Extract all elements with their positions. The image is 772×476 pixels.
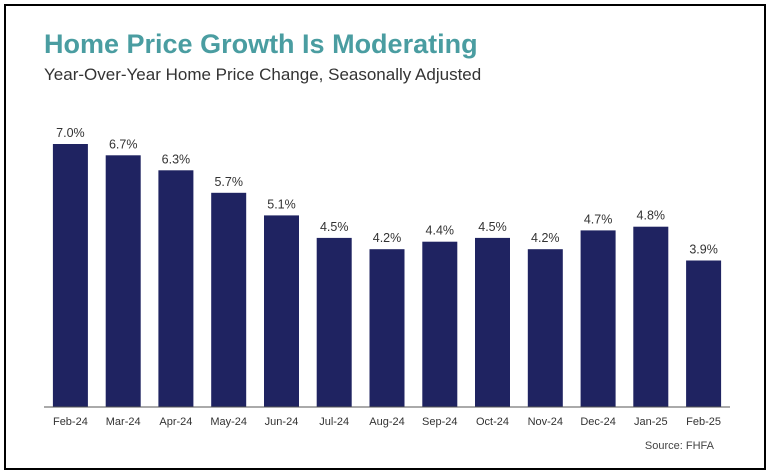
category-label-feb-24: Feb-24 [53,416,88,428]
value-label-apr-24: 6.3% [162,152,191,166]
category-labels-layer: Feb-24 Mar-24 Apr-24 May-24 Jun-24 Jul-24 Aug-… [53,416,721,428]
bar-mar-24 [105,155,141,407]
category-label-aug-24: Aug-24 [369,416,404,428]
value-label-feb-24: 7.0% [56,126,85,140]
source-note: Source: FHFA [644,440,714,452]
value-label-jul-24: 4.5% [320,220,349,234]
bar-aug-24 [369,249,405,407]
value-label-jun-24: 5.1% [267,197,296,211]
value-labels-layer: 7.0% 6.7% 6.3% 5.7% 5.1% 4.5% 4.2% 4.4% 4.5% 4.2%… [56,126,718,257]
category-label-dec-24: Dec-24 [580,416,615,428]
chart-subtitle: Year-Over-Year Home Price Change, Season… [44,65,482,84]
bar-nov-24 [527,249,563,407]
value-label-mar-24: 6.7% [109,137,138,151]
bar-feb-25 [686,260,722,407]
bar-may-24 [211,192,247,407]
category-label-apr-24: Apr-24 [159,416,192,428]
value-label-jan-25: 4.8% [637,209,666,223]
bars-layer [52,144,722,407]
category-label-sep-24: Sep-24 [422,416,457,428]
value-label-oct-24: 4.5% [478,220,507,234]
bar-jan-25 [633,226,669,407]
category-label-mar-24: Mar-24 [106,416,141,428]
chart-title: Home Price Growth Is Moderating [44,29,478,59]
category-label-feb-25: Feb-25 [686,416,721,428]
category-label-may-24: May-24 [210,416,247,428]
value-label-sep-24: 4.4% [426,224,455,238]
value-label-may-24: 5.7% [214,175,243,189]
bar-jul-24 [316,237,352,407]
category-label-oct-24: Oct-24 [476,416,509,428]
bar-apr-24 [158,170,194,407]
bar-feb-24 [52,144,88,407]
value-label-dec-24: 4.7% [584,212,613,226]
value-label-nov-24: 4.2% [531,231,560,245]
category-label-jan-25: Jan-25 [634,416,668,428]
bar-oct-24 [475,237,510,407]
value-label-feb-25: 3.9% [689,243,718,257]
bar-jun-24 [264,215,299,407]
category-label-jun-24: Jun-24 [265,416,299,428]
category-label-nov-24: Nov-24 [528,416,563,428]
category-label-jul-24: Jul-24 [319,416,349,428]
value-label-aug-24: 4.2% [373,231,402,245]
bar-sep-24 [422,241,458,407]
bar-dec-24 [580,230,616,407]
